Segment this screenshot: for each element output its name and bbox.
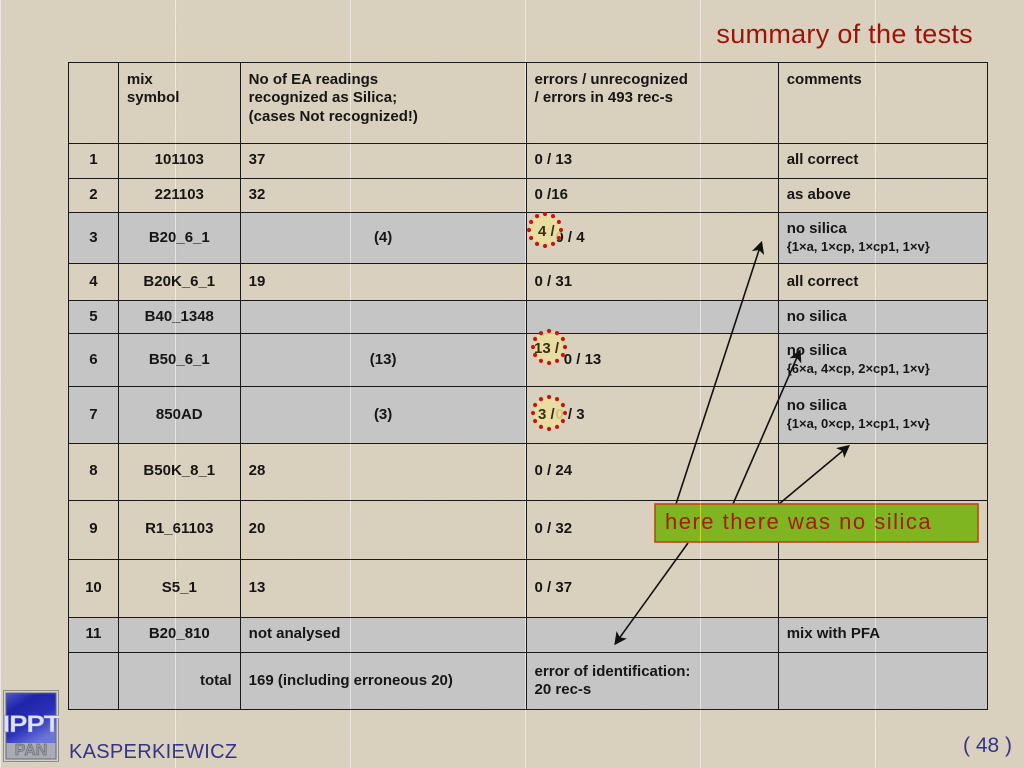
svg-text:4 /: 4 / <box>538 223 556 240</box>
svg-text:3 /: 3 / <box>538 406 556 423</box>
svg-text:13 /: 13 / <box>534 340 560 357</box>
